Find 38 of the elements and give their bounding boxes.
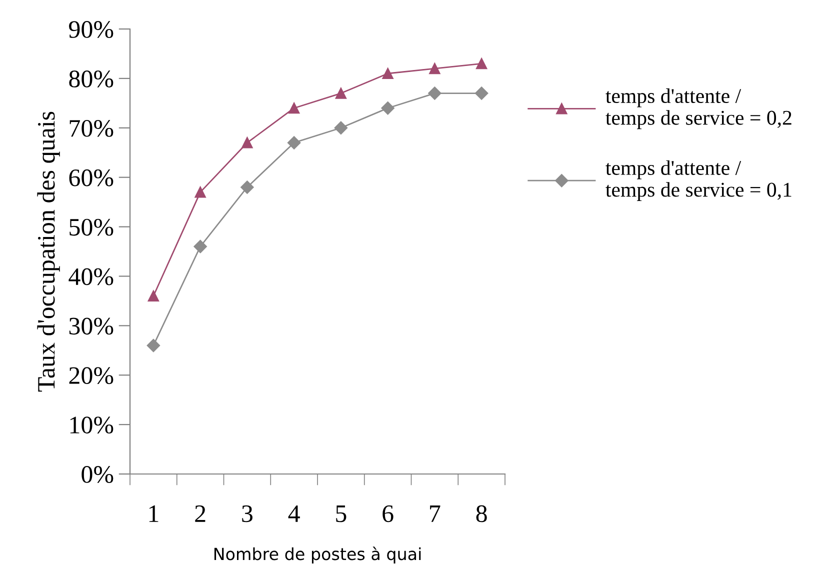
x-tick-label: 2	[195, 505, 206, 522]
y-tick-label: 50%	[70, 218, 114, 236]
point	[334, 121, 348, 134]
y-axis-title: Taux d'occupation des quais	[37, 112, 60, 392]
y-tick-label: 20%	[69, 367, 114, 384]
y-tick-label: 0%	[82, 466, 114, 483]
point	[194, 240, 207, 254]
point	[429, 63, 440, 74]
y-tick-label: 30%	[69, 318, 114, 335]
x-tick-label: 6	[382, 505, 394, 522]
point	[382, 68, 394, 80]
y-tick-label: 60%	[69, 169, 114, 186]
x-tick-label: 4	[288, 505, 300, 522]
point	[242, 137, 253, 148]
point	[194, 186, 206, 198]
point	[240, 180, 254, 194]
point	[146, 338, 160, 352]
legend-label: temps d'attente / temps de service = 0,1	[606, 160, 792, 202]
point	[335, 88, 346, 99]
legend-label: temps d'attente / temps de service = 0,2	[606, 88, 792, 130]
point	[288, 102, 300, 114]
x-axis-title: Nombre de postes à quai	[214, 546, 421, 564]
point	[381, 102, 394, 115]
y-tick-label: 10%	[70, 416, 114, 434]
x-tick-label: 3	[242, 505, 252, 522]
x-tick-label: 5	[336, 506, 346, 522]
point	[287, 136, 301, 150]
x-tick-label: 8	[476, 505, 487, 522]
point	[148, 290, 159, 302]
y-tick-label: 40%	[68, 268, 114, 286]
x-tick-label: 7	[430, 506, 440, 522]
y-tick-label: 90%	[69, 21, 114, 38]
y-tick-label: 80%	[69, 70, 114, 88]
point	[476, 58, 488, 70]
x-tick-label: 1	[149, 505, 158, 522]
y-tick-label: 70%	[70, 120, 114, 137]
point	[474, 86, 488, 100]
point	[428, 86, 442, 100]
